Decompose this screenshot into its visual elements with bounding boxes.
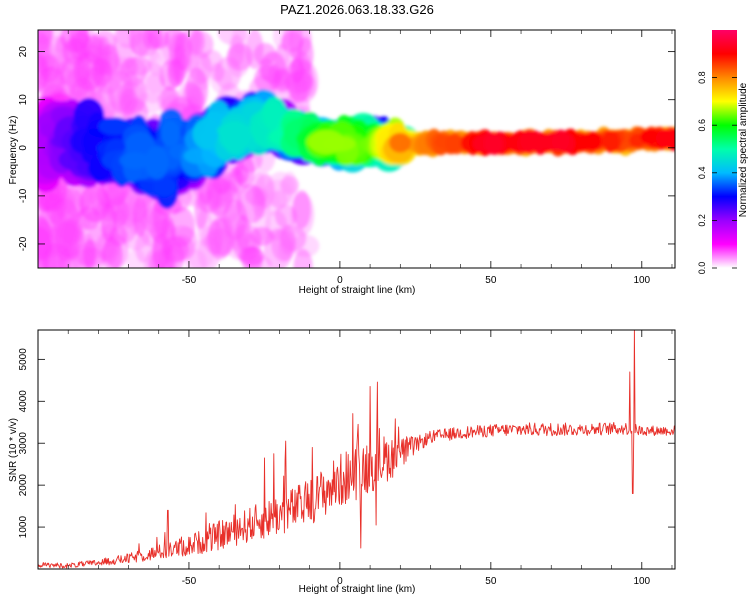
- spectrogram-x-tick-label: 50: [485, 275, 497, 286]
- heatmap-cell: [280, 225, 307, 252]
- colorbar-tick-label: 0.2: [697, 214, 707, 227]
- heatmap-cell: [212, 173, 231, 195]
- heatmap-cell: [602, 130, 619, 151]
- colorbar-tick-label: 0.8: [697, 71, 707, 84]
- heatmap-cell: [389, 132, 412, 153]
- heatmap-cell: [235, 214, 251, 251]
- heatmap-cell: [144, 145, 169, 180]
- heatmap-cell: [148, 50, 162, 76]
- heatmap-cell: [234, 155, 255, 189]
- colorbar-tick-label: 0.4: [697, 167, 707, 180]
- heatmap-cell: [226, 43, 254, 71]
- spectrogram-y-axis-title: Frequency (Hz): [8, 116, 19, 185]
- spectrogram-y-tick-label: 20: [18, 46, 29, 58]
- heatmap-cell: [152, 233, 170, 268]
- heatmap-cell: [167, 58, 184, 88]
- heatmap-cell: [280, 175, 299, 195]
- heatmap-cell: [640, 128, 657, 145]
- colorbar-scale: [712, 30, 737, 268]
- colorbar-title: Normalized spectral amplitude: [738, 82, 749, 217]
- heatmap-cell: [115, 200, 129, 226]
- snr-x-tick-label: 0: [337, 576, 343, 587]
- spectrogram-x-tick-label: 100: [633, 275, 650, 286]
- spectrogram-y-tick-label: -20: [18, 236, 29, 251]
- heatmap-cell: [249, 226, 274, 246]
- heatmap-cell: [289, 58, 305, 83]
- heatmap-cell: [38, 30, 54, 45]
- heatmap-cell: [119, 88, 138, 114]
- heatmap-cell: [185, 67, 209, 112]
- spectrogram-x-axis-title: Height of straight line (km): [299, 285, 416, 296]
- snr-y-tick-label: 5000: [18, 348, 29, 371]
- heatmap-cell: [132, 196, 148, 237]
- snr-chart: -50 0 50 100 1000 2000 3000 4000 5000 Height of…: [8, 329, 676, 595]
- colorbar-tick-label: 0.0: [697, 262, 707, 275]
- spectrogram-chart: -50 0 50 100 -20 -10 0 10 20 Height of straight…: [8, 29, 676, 296]
- snr-y-tick-label: 3000: [18, 432, 29, 455]
- heatmap-cell: [584, 131, 601, 150]
- snr-y-tick-label: 1000: [18, 516, 29, 539]
- heatmap-cell: [272, 68, 292, 92]
- heatmap-cell: [210, 62, 225, 82]
- heatmap-cell: [60, 30, 90, 53]
- spectrogram-x-tick-label: 0: [337, 275, 343, 286]
- heatmap-cell: [218, 120, 251, 152]
- snr-series-line: [38, 330, 675, 569]
- colorbar: 0.0 0.2 0.4 0.6 0.8 Normalized spectral ampl…: [697, 30, 749, 274]
- heatmap-cell: [275, 204, 297, 229]
- snr-x-tick-label: 50: [485, 576, 497, 587]
- heatmap-cell: [100, 202, 117, 242]
- colorbar-tick-label: 0.6: [697, 119, 707, 132]
- snr-x-axis-title: Height of straight line (km): [299, 584, 416, 595]
- heatmap-cell: [525, 130, 543, 151]
- heatmap-cell: [189, 30, 205, 55]
- heatmap-cell: [664, 128, 675, 151]
- heatmap-cell: [271, 190, 287, 210]
- snr-x-axis: -50 0 50 100: [67, 330, 673, 587]
- snr-y-tick-label: 2000: [18, 474, 29, 497]
- colorbar-ticks: 0.0 0.2 0.4 0.6 0.8: [697, 71, 737, 274]
- heatmap-cell: [292, 190, 311, 229]
- spectrogram-amplitude-field: [38, 30, 675, 268]
- heatmap-cell: [236, 184, 266, 224]
- heatmap-cell: [101, 237, 123, 268]
- heatmap-cell: [38, 53, 49, 92]
- snr-y-tick-label: 4000: [18, 390, 29, 413]
- spectrogram-y-tick-label: -10: [18, 188, 29, 203]
- heatmap-cell: [98, 117, 131, 136]
- heatmap-cell: [484, 135, 502, 153]
- heatmap-cell: [125, 131, 156, 158]
- heatmap-cell: [293, 248, 313, 268]
- heatmap-cell: [445, 133, 463, 153]
- snr-x-tick-label: 100: [633, 576, 650, 587]
- heatmap-cell: [192, 117, 223, 150]
- heatmap-cell: [90, 58, 113, 87]
- spectrogram-y-tick-label: 0: [18, 145, 29, 151]
- spectrogram-frame: [37, 29, 676, 269]
- snr-y-axis: 1000 2000 3000 4000 5000: [18, 348, 675, 538]
- heatmap-cell: [280, 31, 304, 53]
- heatmap-cell: [119, 152, 151, 169]
- heatmap-cell: [238, 246, 265, 266]
- figure-title: PAZ1.2026.063.18.33.G26: [280, 2, 434, 17]
- heatmap-cell: [153, 177, 177, 197]
- heatmap-cell: [322, 136, 356, 152]
- spectrogram-y-tick-label: 10: [18, 94, 29, 106]
- heatmap-cell: [160, 120, 180, 147]
- heatmap-cell: [122, 57, 138, 78]
- snr-frame: [37, 329, 676, 570]
- spectrogram-y-axis: -20 -10 0 10 20: [18, 46, 675, 251]
- heatmap-cell: [552, 134, 569, 151]
- spectrogram-x-axis: -50 0 50 100: [67, 30, 673, 286]
- snr-x-tick-label: -50: [182, 576, 197, 587]
- snr-y-axis-title: SNR (10 * v/v): [8, 418, 19, 482]
- spectrogram-x-tick-label: -50: [182, 275, 197, 286]
- heatmap-cell: [207, 217, 233, 260]
- heatmap-cell: [82, 238, 97, 268]
- heatmap-cell: [147, 30, 170, 50]
